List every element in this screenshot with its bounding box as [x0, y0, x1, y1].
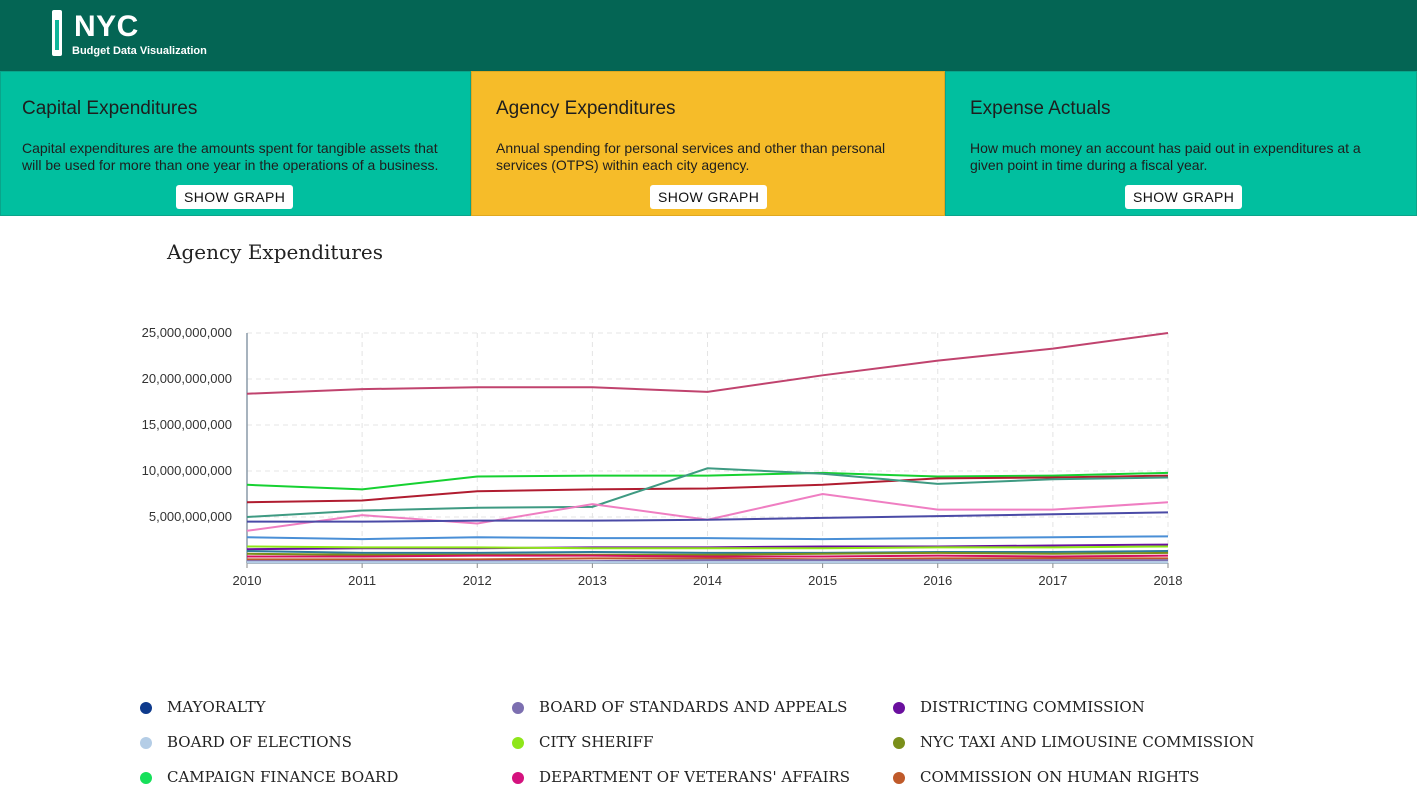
x-tick-label: 2012: [463, 573, 492, 588]
category-cards: Capital Expenditures Capital expenditure…: [0, 71, 1417, 217]
empire-state-icon: [52, 10, 62, 56]
y-tick-label: 25,000,000,000: [142, 325, 232, 340]
legend-dot-icon: [893, 737, 905, 749]
logo-title: NYC: [74, 10, 139, 43]
card-title: Agency Expenditures: [496, 98, 676, 119]
card-expense-actuals: Expense Actuals How much money an accoun…: [945, 71, 1417, 216]
series-line: [246, 332, 1169, 395]
card-title: Expense Actuals: [970, 98, 1111, 119]
series-line: [246, 474, 1169, 504]
nyc-logo[interactable]: NYC Budget Data Visualization: [48, 6, 218, 60]
legend-dot-icon: [893, 772, 905, 784]
card-title: Capital Expenditures: [22, 98, 198, 119]
x-tick-label: 2011: [348, 573, 376, 588]
y-tick-label: 5,000,000,000: [149, 509, 232, 524]
series-line: [247, 557, 1168, 561]
card-agency-expenditures: Agency Expenditures Annual spending for …: [471, 71, 945, 216]
legend-dot-icon: [893, 702, 905, 714]
series-line: [246, 535, 1169, 541]
series-line: [246, 467, 1169, 518]
legend-dot-icon: [512, 737, 524, 749]
y-tick-label: 20,000,000,000: [142, 371, 232, 386]
y-tick-label: 15,000,000,000: [142, 417, 232, 432]
y-tick-label: 10,000,000,000: [142, 463, 232, 478]
card-description: How much money an account has paid out i…: [970, 140, 1361, 173]
legend-dot-icon: [140, 737, 152, 749]
card-description: Capital expenditures are the amounts spe…: [22, 140, 439, 173]
x-tick-label: 2013: [578, 573, 607, 588]
x-tick-label: 2017: [1038, 573, 1067, 588]
x-tick-label: 2016: [923, 573, 952, 588]
legend-dot-icon: [140, 702, 152, 714]
app-header: NYC Budget Data Visualization: [0, 0, 1417, 71]
series-line: [246, 471, 1169, 491]
series-line: [246, 550, 1169, 554]
legend-dot-icon: [512, 702, 524, 714]
series-line: [246, 551, 1169, 556]
logo-subtitle: Budget Data Visualization: [72, 45, 207, 57]
x-tick-label: 2014: [693, 573, 722, 588]
series-line: [247, 559, 1168, 563]
x-tick-label: 2015: [808, 573, 837, 588]
show-graph-button[interactable]: SHOW GRAPH: [176, 185, 294, 209]
card-capital-expenditures: Capital Expenditures Capital expenditure…: [0, 71, 471, 216]
agency-expenditures-line-chart: 5,000,000,000 10,000,000,000 15,000,000,00…: [142, 325, 1183, 588]
series-line: [247, 554, 1169, 558]
legend-dot-icon: [512, 772, 524, 784]
chart-title: Agency Expenditures: [167, 240, 383, 264]
show-graph-button[interactable]: SHOW GRAPH: [650, 185, 768, 209]
series-line: [246, 545, 1169, 550]
show-graph-button[interactable]: SHOW GRAPH: [1125, 185, 1243, 209]
series-line: [247, 511, 1169, 523]
x-tick-label: 2010: [233, 573, 262, 588]
legend-dot-icon: [140, 772, 152, 784]
x-tick-label: 2018: [1154, 573, 1183, 588]
card-description: Annual spending for personal services an…: [496, 140, 886, 173]
